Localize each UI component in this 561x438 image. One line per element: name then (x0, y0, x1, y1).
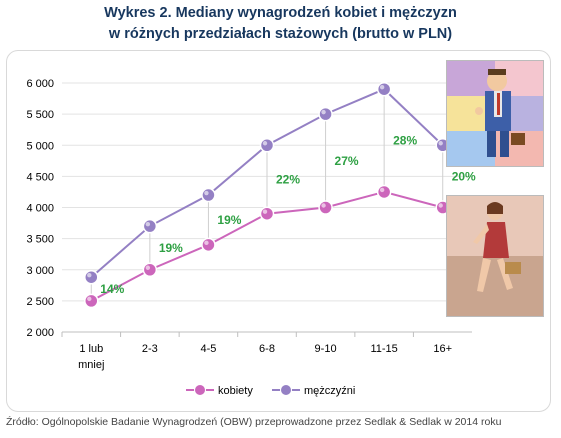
y-tick-label: 4 000 (26, 203, 54, 215)
x-tick-label: 2-3 (142, 343, 158, 355)
x-tick-label: 1 lub (79, 343, 103, 355)
data-point-highlight (145, 265, 151, 270)
y-tick-label: 5 500 (26, 109, 54, 121)
x-tick-label: mniej (78, 359, 104, 371)
data-point-mezczyzni (259, 138, 275, 153)
data-point-kobiety (142, 262, 158, 277)
data-point-highlight (262, 141, 268, 146)
data-point-highlight (379, 187, 385, 193)
data-point-highlight (145, 221, 151, 227)
data-point-kobiety (84, 293, 99, 309)
data-point-mezczyzni (376, 81, 392, 97)
y-tick-label: 4 500 (26, 171, 54, 183)
x-tick-label: 16+ (433, 343, 452, 355)
data-point-highlight (379, 85, 385, 90)
data-point-highlight (438, 203, 443, 208)
data-point-mezczyzni (142, 218, 158, 234)
data-point-mezczyzni (318, 106, 333, 122)
x-tick-label: 9-10 (315, 343, 337, 355)
gap-percent-label: 20% (452, 169, 476, 183)
businesswoman-illustration (446, 195, 544, 317)
chart-title-line1: Wykres 2. Mediany wynagrodzeń kobiet i m… (104, 5, 457, 21)
y-tick-label: 5 000 (26, 140, 54, 152)
y-tick-label: 2 000 (26, 327, 54, 339)
gap-percent-label: 28% (393, 134, 417, 148)
data-point-kobiety (259, 206, 275, 221)
legend-swatch-marker (194, 384, 206, 396)
data-point-kobiety (318, 200, 333, 215)
legend-swatch-marker (280, 384, 292, 396)
data-point-highlight (321, 203, 326, 208)
source-note: Źródło: Ogólnopolskie Badanie Wynagrodze… (6, 416, 502, 428)
chart-title-line2: w różnych przedziałach stażowych (brutto… (108, 26, 453, 42)
gap-percent-label: 22% (276, 172, 300, 186)
y-tick-label: 3 500 (26, 234, 54, 246)
data-point-highlight (87, 296, 92, 302)
y-tick-label: 3 000 (26, 265, 54, 277)
data-point-mezczyzni (201, 187, 216, 203)
data-point-kobiety (376, 184, 392, 200)
chart-title: Wykres 2. Mediany wynagrodzeń kobiet i m… (0, 3, 561, 45)
y-tick-label: 6 000 (26, 78, 54, 90)
data-point-highlight (321, 109, 326, 115)
gap-percent-label: 27% (335, 154, 359, 168)
data-point-mezczyzni (84, 269, 99, 285)
x-tick-label: 6-8 (259, 343, 275, 355)
gap-percent-label: 19% (159, 241, 183, 255)
gap-percent-label: 19% (217, 213, 241, 227)
data-point-highlight (87, 273, 92, 278)
data-point-highlight (204, 190, 209, 196)
x-tick-label: 4-5 (200, 343, 216, 355)
data-point-highlight (438, 141, 443, 146)
y-tick-label: 2 500 (26, 296, 54, 308)
data-point-highlight (262, 209, 268, 214)
legend-label: kobiety (218, 385, 253, 397)
gap-percent-label: 14% (100, 282, 124, 296)
businessman-illustration (446, 60, 544, 167)
data-point-kobiety (201, 237, 216, 253)
x-tick-label: 11-15 (370, 343, 397, 355)
legend-label: mężczyźni (304, 385, 355, 397)
data-point-highlight (204, 240, 209, 246)
